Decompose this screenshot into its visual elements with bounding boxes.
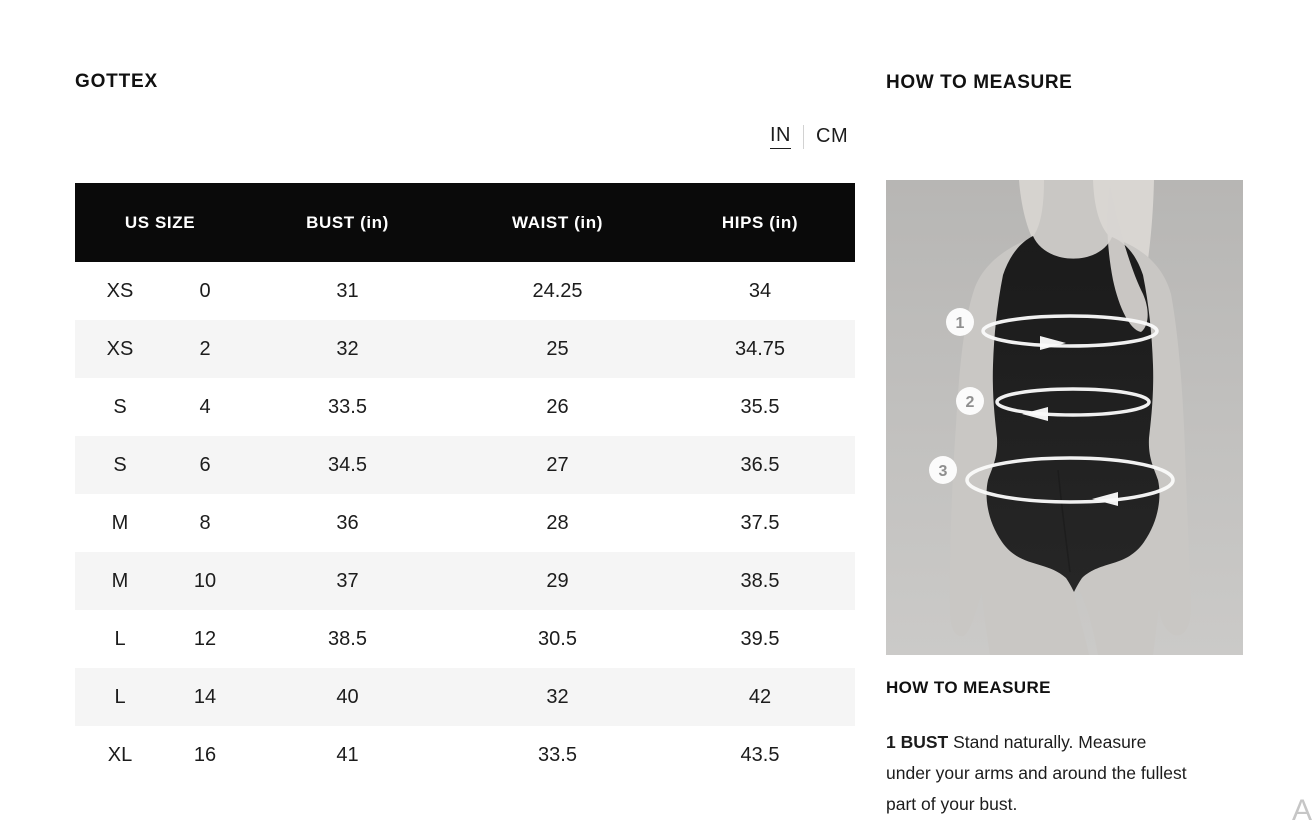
cell-size-number: 8 bbox=[199, 511, 211, 534]
table-row: XL 16 41 33.5 43.5 bbox=[75, 726, 855, 784]
how-to-measure-subtitle: HOW TO MEASURE bbox=[886, 678, 1051, 697]
bust-band bbox=[981, 314, 1159, 348]
cell-size-letter: L bbox=[114, 627, 126, 650]
waist-band-arrow-icon bbox=[1022, 407, 1048, 421]
size-chart-table: US SIZE BUST (in) WAIST (in) HIPS (in) X… bbox=[75, 183, 856, 784]
brand-title: GOTTEX bbox=[75, 71, 158, 92]
swimsuit-seam bbox=[1057, 469, 1071, 573]
cell-size-number: 4 bbox=[199, 395, 211, 418]
cell-hips: 43.5 bbox=[740, 743, 780, 766]
hair-front-strand bbox=[1107, 186, 1148, 332]
cell-size-number: 2 bbox=[199, 337, 211, 360]
cell-bust: 34.5 bbox=[328, 453, 367, 476]
cell-size-number: 16 bbox=[193, 743, 217, 766]
cell-size-letter: S bbox=[113, 395, 127, 418]
cell-size-letter: M bbox=[111, 511, 129, 534]
table-row: M 8 36 28 37.5 bbox=[75, 494, 855, 552]
marker-hips: 3 bbox=[929, 456, 957, 484]
cell-bust: 38.5 bbox=[328, 627, 367, 650]
cell-bust: 33.5 bbox=[328, 395, 367, 418]
hips-band bbox=[965, 456, 1175, 504]
cell-hips: 35.5 bbox=[740, 395, 780, 418]
unit-cm-button[interactable]: CM bbox=[816, 125, 849, 147]
table-row: M 10 37 29 38.5 bbox=[75, 552, 856, 610]
cell-waist: 27 bbox=[546, 453, 569, 476]
header-hips: HIPS (in) bbox=[665, 183, 856, 262]
instruction-text: Stand naturally. Measure under your arms… bbox=[886, 732, 1187, 814]
cell-bust: 41 bbox=[336, 743, 359, 766]
cell-waist: 33.5 bbox=[538, 743, 577, 766]
unit-in-button[interactable]: IN bbox=[770, 124, 791, 149]
cell-waist: 32 bbox=[546, 685, 569, 708]
cell-hips: 34 bbox=[748, 279, 772, 302]
cell-waist: 25 bbox=[546, 337, 569, 360]
table-row: S 4 33.5 26 35.5 bbox=[75, 378, 855, 436]
measurement-figure: 1 2 3 bbox=[886, 180, 1243, 655]
cell-size-number: 0 bbox=[199, 279, 211, 302]
cell-size-letter: XS bbox=[106, 279, 134, 302]
how-to-measure-title: HOW TO MEASURE bbox=[886, 72, 1073, 93]
cell-hips: 36.5 bbox=[740, 453, 780, 476]
cell-size-letter: S bbox=[113, 453, 127, 476]
unit-toggle: IN CM bbox=[770, 124, 848, 149]
cell-hips: 37.5 bbox=[740, 511, 780, 534]
cell-size-letter: XL bbox=[107, 743, 133, 766]
table-row: L 12 38.5 30.5 39.5 bbox=[75, 610, 855, 668]
table-row: S 6 34.5 27 36.5 bbox=[75, 436, 856, 494]
cell-bust: 32 bbox=[336, 337, 359, 360]
cell-bust: 40 bbox=[336, 685, 359, 708]
cell-waist: 26 bbox=[546, 395, 569, 418]
marker-bust-label: 1 bbox=[956, 315, 965, 332]
cell-size-number: 14 bbox=[193, 685, 217, 708]
bust-band-arrow-icon bbox=[1040, 336, 1066, 350]
hips-band-arrow-icon bbox=[1092, 492, 1118, 506]
size-chart-body: XS 0 31 24.25 34 XS 2 32 25 34.75 S 4 33… bbox=[75, 262, 856, 784]
cell-size-number: 10 bbox=[193, 569, 217, 592]
cell-hips: 38.5 bbox=[740, 569, 780, 592]
waist-band bbox=[995, 387, 1151, 417]
table-row: L 14 40 32 42 bbox=[75, 668, 856, 726]
cell-bust: 37 bbox=[336, 569, 359, 592]
bust-instruction: 1 BUST Stand naturally. Measure under yo… bbox=[886, 727, 1190, 820]
size-chart-header: US SIZE BUST (in) WAIST (in) HIPS (in) bbox=[75, 183, 856, 262]
marker-bust: 1 bbox=[946, 308, 974, 336]
cell-bust: 31 bbox=[336, 279, 359, 302]
cell-size-letter: L bbox=[114, 685, 126, 708]
cell-size-number: 12 bbox=[193, 627, 217, 650]
cell-bust: 36 bbox=[336, 511, 359, 534]
model-photo: 1 2 3 bbox=[886, 180, 1243, 655]
marker-waist-label: 2 bbox=[966, 394, 975, 411]
header-us-size: US SIZE bbox=[75, 183, 246, 262]
cell-size-number: 6 bbox=[199, 453, 211, 476]
cell-waist: 28 bbox=[546, 511, 569, 534]
header-waist: WAIST (in) bbox=[450, 183, 666, 262]
cell-waist: 29 bbox=[546, 569, 569, 592]
table-row: XS 2 32 25 34.75 bbox=[75, 320, 856, 378]
unit-divider bbox=[803, 124, 804, 149]
cell-waist: 24.25 bbox=[532, 279, 583, 302]
marker-waist: 2 bbox=[956, 387, 984, 415]
header-bust: BUST (in) bbox=[245, 183, 451, 262]
cell-hips: 39.5 bbox=[740, 627, 780, 650]
cell-hips: 42 bbox=[748, 685, 772, 708]
cell-waist: 30.5 bbox=[538, 627, 577, 650]
marker-hips-label: 3 bbox=[939, 463, 948, 480]
cutoff-watermark: A bbox=[1292, 794, 1313, 827]
table-row: XS 0 31 24.25 34 bbox=[75, 262, 855, 320]
cell-hips: 34.75 bbox=[734, 337, 786, 360]
cell-size-letter: M bbox=[111, 569, 129, 592]
instruction-label: 1 BUST bbox=[886, 732, 949, 752]
cell-size-letter: XS bbox=[106, 337, 134, 360]
